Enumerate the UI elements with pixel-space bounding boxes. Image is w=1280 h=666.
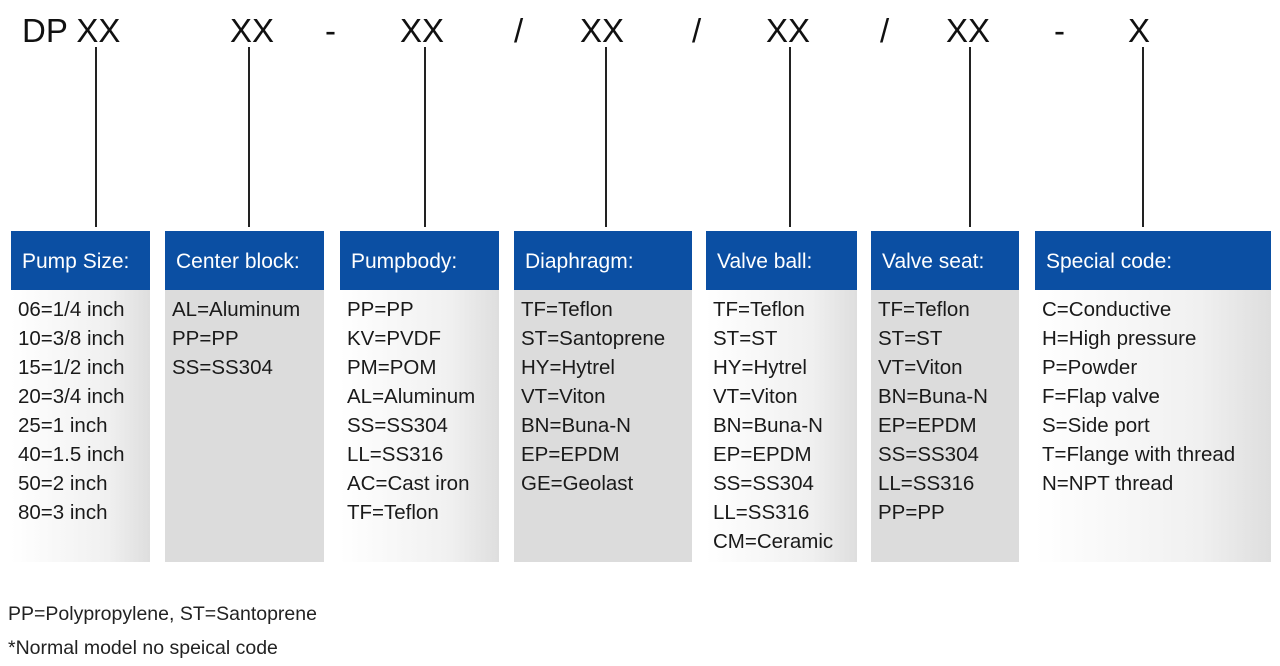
model-code-segment: XX — [766, 12, 811, 49]
connector-line — [95, 47, 97, 227]
option-item: PP=PP — [878, 501, 945, 524]
option-item: ST=ST — [878, 327, 943, 350]
option-item: ST=Santoprene — [521, 327, 666, 350]
valve-seat-box: Valve seat: TF=Teflon ST=ST VT=Viton BN=Buna… — [871, 231, 1019, 562]
option-item: VT=Viton — [521, 385, 606, 408]
diaphragm-options: TF=Teflon ST=Santoprene HY=Hytrel VT=Viton B… — [514, 290, 692, 562]
option-item: KV=PVDF — [347, 327, 441, 350]
option-item: HY=Hytrel — [521, 356, 615, 379]
option-item: TF=Teflon — [347, 501, 439, 524]
option-item: ST=ST — [713, 327, 778, 350]
center-block-box: Center block: AL=Aluminum PP=PP SS=SS304 — [165, 231, 324, 562]
option-item: EP=EPDM — [878, 414, 977, 437]
center-block-options: AL=Aluminum PP=PP SS=SS304 — [165, 290, 324, 562]
option-item: VT=Viton — [713, 385, 798, 408]
option-item: 25=1 inch — [18, 414, 108, 437]
option-item: 10=3/8 inch — [18, 327, 125, 350]
pump-size-options: 06=1/4 inch 10=3/8 inch 15=1/2 inch 20=3/4 … — [11, 290, 150, 562]
option-item: 06=1/4 inch — [18, 298, 125, 321]
option-item: HY=Hytrel — [713, 356, 807, 379]
model-code-segment: / — [692, 12, 702, 49]
option-item: 15=1/2 inch — [18, 356, 125, 379]
option-item: LL=SS316 — [347, 443, 444, 466]
model-code-segment: XX — [230, 12, 275, 49]
pumpbody-box: Pumpbody: PP=PP KV=PVDF PM=POM AL=Aluminum SS… — [340, 231, 499, 562]
option-item: PM=POM — [347, 356, 437, 379]
option-item: C=Conductive — [1042, 298, 1172, 321]
valve-seat-options: TF=Teflon ST=ST VT=Viton BN=Buna-N EP=EPDM SS… — [871, 290, 1019, 562]
option-item: PP=PP — [172, 327, 239, 350]
option-item: TF=Teflon — [878, 298, 970, 321]
option-item: BN=Buna-N — [521, 414, 631, 437]
pumpbody-header: Pumpbody: — [340, 231, 499, 290]
option-item: BN=Buna-N — [713, 414, 823, 437]
option-item: 20=3/4 inch — [18, 385, 125, 408]
option-item: F=Flap valve — [1042, 385, 1160, 408]
valve-ball-box: Valve ball: TF=Teflon ST=ST HY=Hytrel VT=Vit… — [706, 231, 857, 562]
connector-line — [605, 47, 607, 227]
option-item: EP=EPDM — [521, 443, 620, 466]
option-item: GE=Geolast — [521, 472, 634, 495]
diaphragm-header: Diaphragm: — [514, 231, 692, 290]
option-item: BN=Buna-N — [878, 385, 988, 408]
pump-size-box: Pump Size: 06=1/4 inch 10=3/8 inch 15=1/2 i… — [11, 231, 150, 562]
connector-line — [248, 47, 250, 227]
model-code-segment: DP XX — [22, 12, 121, 49]
option-item: SS=SS304 — [347, 414, 448, 437]
option-item: S=Side port — [1042, 414, 1150, 437]
option-item: 80=3 inch — [18, 501, 108, 524]
option-item: AC=Cast iron — [347, 472, 470, 495]
option-item: PP=PP — [347, 298, 414, 321]
connector-line — [424, 47, 426, 227]
option-item: SS=SS304 — [878, 443, 979, 466]
option-item: LL=SS316 — [713, 501, 810, 524]
option-item: AL=Aluminum — [172, 298, 301, 321]
option-item: P=Powder — [1042, 356, 1138, 379]
valve-seat-header: Valve seat: — [871, 231, 1019, 290]
model-code-segment: - — [325, 12, 336, 49]
valve-ball-options: TF=Teflon ST=ST HY=Hytrel VT=Viton BN=Buna-N… — [706, 290, 857, 562]
option-item: H=High pressure — [1042, 327, 1197, 350]
option-item: 50=2 inch — [18, 472, 108, 495]
model-code-segment: - — [1054, 12, 1065, 49]
option-item: CM=Ceramic — [713, 530, 834, 553]
special-code-note: *Normal model no speical code — [8, 637, 278, 659]
model-code-segment: XX — [580, 12, 625, 49]
connector-line — [789, 47, 791, 227]
pumpbody-options: PP=PP KV=PVDF PM=POM AL=Aluminum SS=SS304 LL=… — [340, 290, 499, 562]
special-code-box: Special code: C=Conductive H=High pressure… — [1035, 231, 1271, 562]
model-code-segment: / — [514, 12, 524, 49]
option-item: TF=Teflon — [521, 298, 613, 321]
diaphragm-box: Diaphragm: TF=Teflon ST=Santoprene HY=Hytre… — [514, 231, 692, 562]
option-item: LL=SS316 — [878, 472, 975, 495]
option-item: T=Flange with thread — [1042, 443, 1236, 466]
center-block-header: Center block: — [165, 231, 324, 290]
option-item: TF=Teflon — [713, 298, 805, 321]
option-item: AL=Aluminum — [347, 385, 476, 408]
option-item: SS=SS304 — [713, 472, 814, 495]
option-item: VT=Viton — [878, 356, 963, 379]
model-code-segment: XX — [400, 12, 445, 49]
special-code-options: C=Conductive H=High pressure P=Powder F=Fla… — [1035, 290, 1271, 562]
model-code-segment: X — [1128, 12, 1151, 49]
connector-line — [1142, 47, 1144, 227]
valve-ball-header: Valve ball: — [706, 231, 857, 290]
model-code-segment: / — [880, 12, 890, 49]
pump-size-header: Pump Size: — [11, 231, 150, 290]
option-item: N=NPT thread — [1042, 472, 1174, 495]
abbreviation-note: PP=Polypropylene, ST=Santoprene — [8, 603, 317, 625]
special-code-header: Special code: — [1035, 231, 1271, 290]
option-item: EP=EPDM — [713, 443, 812, 466]
connector-line — [969, 47, 971, 227]
option-item: 40=1.5 inch — [18, 443, 125, 466]
option-item: SS=SS304 — [172, 356, 273, 379]
model-code-segment: XX — [946, 12, 991, 49]
